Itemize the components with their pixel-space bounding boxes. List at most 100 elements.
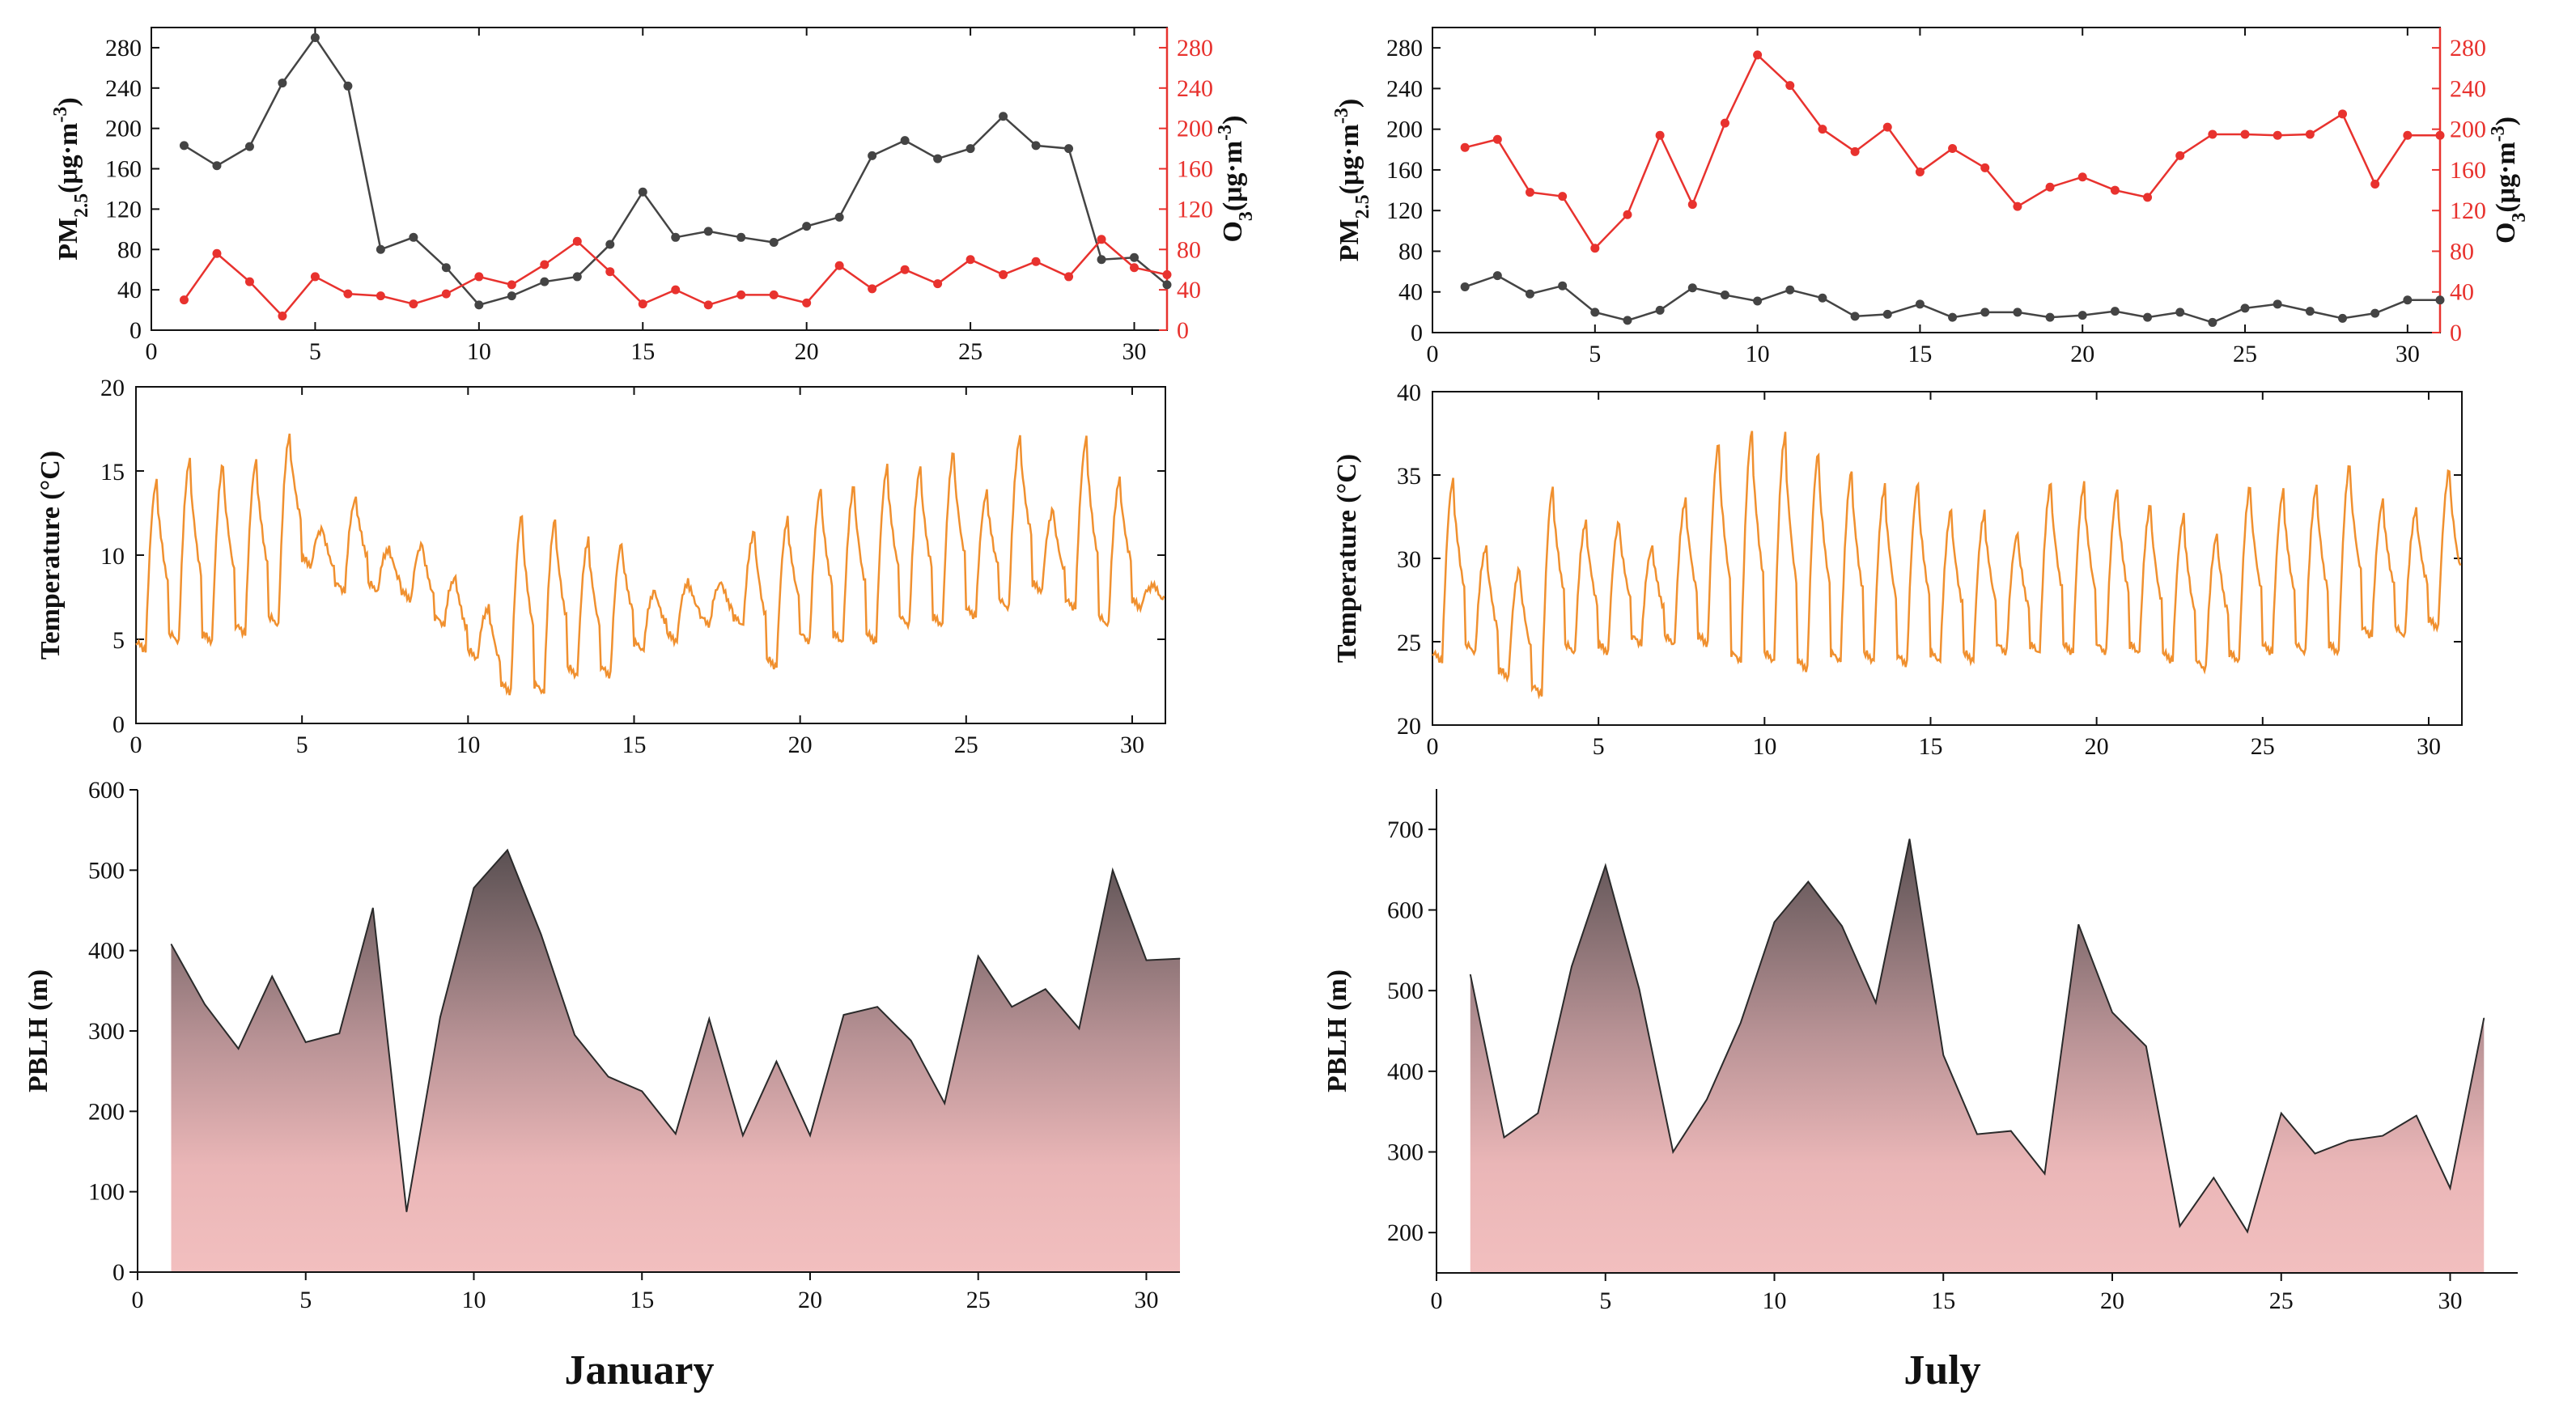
x-tick-label: 25: [2251, 733, 2275, 760]
o3-data-point: [244, 277, 254, 286]
y-axis-label: PBLH (m): [1322, 969, 1352, 1092]
x-tick-label: 25: [958, 338, 982, 365]
x-tick-label: 10: [1763, 1287, 1787, 1314]
pm25-data-point: [1031, 141, 1041, 151]
pm25-data-point: [179, 141, 189, 151]
o3-data-point: [2403, 130, 2413, 140]
o3-data-point: [1590, 244, 1600, 253]
o3-data-point: [2208, 129, 2217, 139]
january-temperature-panel: 0 5 10 15 20 0 5 10 15 20 25 30 Temperature (°C): [36, 375, 1166, 758]
y-tick-label: 0: [1411, 320, 1423, 346]
o3-series-line: [183, 238, 1168, 318]
o3-data-point: [1882, 122, 1892, 132]
y2-tick-label: 0: [2450, 320, 2462, 346]
pblh-data-point: [473, 887, 474, 889]
pblh-data-point: [775, 1061, 777, 1063]
x-tick-label: 25: [966, 1287, 991, 1313]
o3-data-point: [179, 295, 189, 305]
y2-tick-label: 280: [1177, 35, 1213, 62]
pm25-data-point: [343, 81, 353, 91]
x-tick-label: 20: [798, 1287, 822, 1313]
pblh-data-point: [1740, 1022, 1742, 1024]
pm25-data-point: [1590, 308, 1600, 317]
o3-data-point: [1720, 118, 1729, 128]
o3-data-point: [802, 298, 812, 308]
pblh-data-point: [405, 1211, 407, 1212]
pm25-data-point: [1064, 144, 1074, 154]
o3-data-point: [2273, 130, 2282, 140]
pm25-data-point: [2208, 317, 2217, 327]
pblh-data-point: [1706, 1099, 1708, 1101]
y2-tick-label: 40: [1177, 277, 1201, 303]
y-tick-label: 500: [88, 857, 125, 884]
o3-data-point: [736, 290, 746, 299]
pm25-data-point: [1753, 296, 1763, 306]
y2-tick-label: 200: [1177, 116, 1213, 142]
y-tick-label: 40: [117, 277, 142, 303]
o3-data-point: [409, 299, 418, 309]
x-tick-label: 25: [954, 732, 978, 758]
pm25-data-point: [244, 142, 254, 151]
o3-data-point: [1753, 50, 1763, 60]
x-tick-label: 10: [1746, 341, 1770, 367]
plot-frame: [1432, 391, 2463, 726]
pm25-data-point: [2110, 307, 2120, 316]
y-tick-label: 120: [1386, 197, 1423, 224]
o3-data-point: [1492, 134, 1502, 144]
pm25-data-point: [572, 272, 582, 282]
y-tick-label: 120: [105, 196, 142, 223]
y-tick-label: 240: [105, 75, 142, 102]
plot-frame: [1432, 27, 2441, 333]
pblh-data-point: [1145, 960, 1147, 961]
pm25-data-point: [1915, 299, 1925, 309]
pm25-data-point: [1818, 293, 1827, 303]
y-axis-label: PM2.5(μg·m-3): [50, 97, 92, 260]
x-tick-label: 0: [1431, 1287, 1443, 1314]
o3-data-point: [868, 284, 877, 294]
y-tick-label: 280: [105, 35, 142, 62]
pm25-data-point: [1460, 282, 1470, 291]
y-tick-label: 700: [1387, 817, 1424, 843]
pm25-data-point: [1687, 283, 1697, 293]
pm25-data-point: [1525, 289, 1534, 299]
pm25-data-point: [965, 144, 975, 154]
y2-tick-label: 160: [2450, 157, 2486, 184]
x-tick-label: 15: [630, 338, 655, 365]
y-tick-label: 280: [1386, 35, 1423, 62]
x-tick-label: 0: [1427, 733, 1439, 760]
x-tick-label: 5: [309, 338, 321, 365]
o3-data-point: [834, 261, 844, 270]
y2-tick-label: 240: [2450, 75, 2486, 102]
pm25-data-point: [1623, 316, 1632, 325]
o3-data-point: [1915, 167, 1925, 176]
o3-data-point: [2013, 201, 2022, 211]
pm25-data-point: [703, 227, 713, 236]
pblh-data-point: [1605, 865, 1606, 867]
pblh-data-point: [1976, 1134, 1978, 1135]
pm25-data-point: [605, 240, 615, 249]
pm25-data-point: [1492, 271, 1502, 281]
x-tick-label: 20: [795, 338, 819, 365]
pm25-data-point: [212, 161, 222, 171]
pm25-data-point: [441, 263, 451, 273]
pm25-data-point: [1980, 308, 1990, 317]
o3-data-point: [1623, 210, 1632, 219]
pblh-area-fill: [171, 850, 1180, 1272]
pm25-data-point: [2305, 307, 2315, 316]
y-tick-label: 80: [117, 236, 142, 263]
y-tick-label: 40: [1397, 380, 1421, 406]
pm25-data-point: [638, 187, 647, 197]
pblh-data-point: [238, 1048, 240, 1050]
o3-data-point: [1031, 257, 1041, 266]
pblh-data-point: [1179, 958, 1181, 960]
o3-data-point: [2370, 180, 2380, 189]
y-tick-label: 35: [1397, 463, 1421, 490]
y-tick-label: 20: [1397, 713, 1421, 740]
y2-tick-label: 200: [2450, 117, 2486, 143]
y2-tick-label: 120: [2450, 197, 2486, 224]
pm25-data-point: [2240, 303, 2250, 313]
y-tick-label: 300: [88, 1018, 125, 1045]
o3-data-point: [1948, 144, 1958, 154]
pblh-data-point: [271, 975, 273, 977]
